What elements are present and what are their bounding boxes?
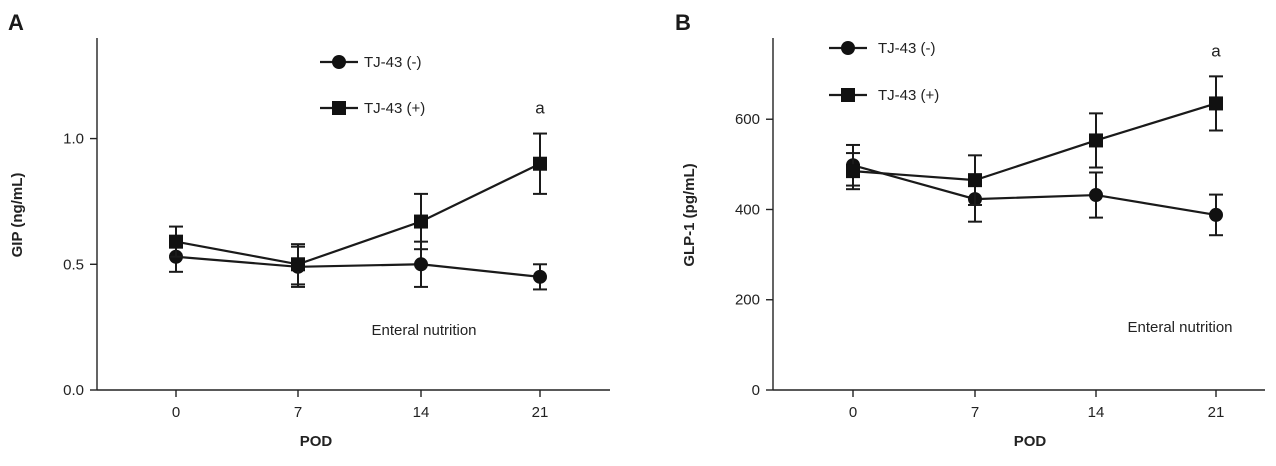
legend-marker-square — [332, 101, 346, 115]
legend-label: TJ-43 (+) — [878, 87, 939, 104]
legend-label: TJ-43 (-) — [878, 40, 936, 57]
series-line — [175, 162, 541, 266]
series-line — [852, 164, 1217, 216]
x-axis-title: POD — [300, 433, 333, 450]
data-point-square — [968, 173, 982, 188]
legend-marker-circle — [332, 55, 346, 69]
data-point-circle — [1089, 188, 1103, 203]
y-axis-title: GLP-1 (pg/mL) — [681, 163, 698, 266]
annotation-enteral-nutrition: Enteral nutrition — [371, 322, 476, 339]
legend-marker-circle — [841, 41, 855, 55]
x-tick-label: 7 — [971, 404, 979, 421]
series-line — [852, 102, 1217, 182]
y-axis-title: GIP (ng/mL) — [9, 173, 26, 258]
annotation-enteral-nutrition: Enteral nutrition — [1127, 319, 1232, 336]
x-tick-label: 0 — [172, 404, 180, 421]
data-point-square — [169, 234, 183, 249]
chart-panel-b: B 0 200 400 600 0 7 14 21 POD GLP-1 (pg/mL) Enteral… — [675, 10, 1265, 450]
legend: TJ-43 (-) TJ-43 (+) — [320, 54, 425, 117]
x-tick-label: 21 — [532, 404, 549, 421]
y-tick-label: 600 — [735, 111, 760, 128]
series-tj43-plus — [846, 75, 1223, 206]
data-point-circle — [533, 269, 547, 284]
panel-label: A — [8, 10, 24, 35]
x-tick-label: 14 — [1088, 404, 1105, 421]
series-tj43-plus — [169, 132, 547, 286]
data-point-square — [291, 257, 305, 272]
legend-label: TJ-43 (+) — [364, 100, 425, 117]
x-tick-label: 0 — [849, 404, 857, 421]
x-tick-label: 14 — [413, 404, 430, 421]
data-point-circle — [414, 257, 428, 272]
data-point-square — [1089, 133, 1103, 148]
data-point-square — [846, 164, 860, 179]
data-point-square — [1209, 96, 1223, 111]
y-tick-label: 200 — [735, 292, 760, 309]
data-point-square — [533, 156, 547, 171]
series-line — [175, 255, 541, 278]
significance-mark: a — [535, 99, 545, 118]
series-tj43-minus — [846, 143, 1223, 237]
y-tick-label: 400 — [735, 201, 760, 218]
y-tick-label: 1.0 — [63, 131, 84, 148]
chart-panel-a: A 0.0 0.5 1.0 0 7 14 21 POD GIP (ng/mL) Enteral nu… — [8, 10, 610, 450]
legend-marker-square — [841, 88, 855, 102]
x-tick-label: 21 — [1208, 404, 1225, 421]
y-tick-label: 0 — [752, 382, 760, 399]
series-tj43-minus — [169, 240, 547, 291]
panel-label: B — [675, 10, 691, 35]
legend-label: TJ-43 (-) — [364, 54, 422, 71]
y-tick-label: 0.5 — [63, 256, 84, 273]
x-tick-label: 7 — [294, 404, 302, 421]
legend: TJ-43 (-) TJ-43 (+) — [829, 40, 939, 104]
data-point-circle — [1209, 207, 1223, 222]
significance-mark: a — [1211, 41, 1221, 60]
x-axis-title: POD — [1014, 433, 1047, 450]
y-tick-label: 0.0 — [63, 382, 84, 399]
data-point-square — [414, 214, 428, 229]
